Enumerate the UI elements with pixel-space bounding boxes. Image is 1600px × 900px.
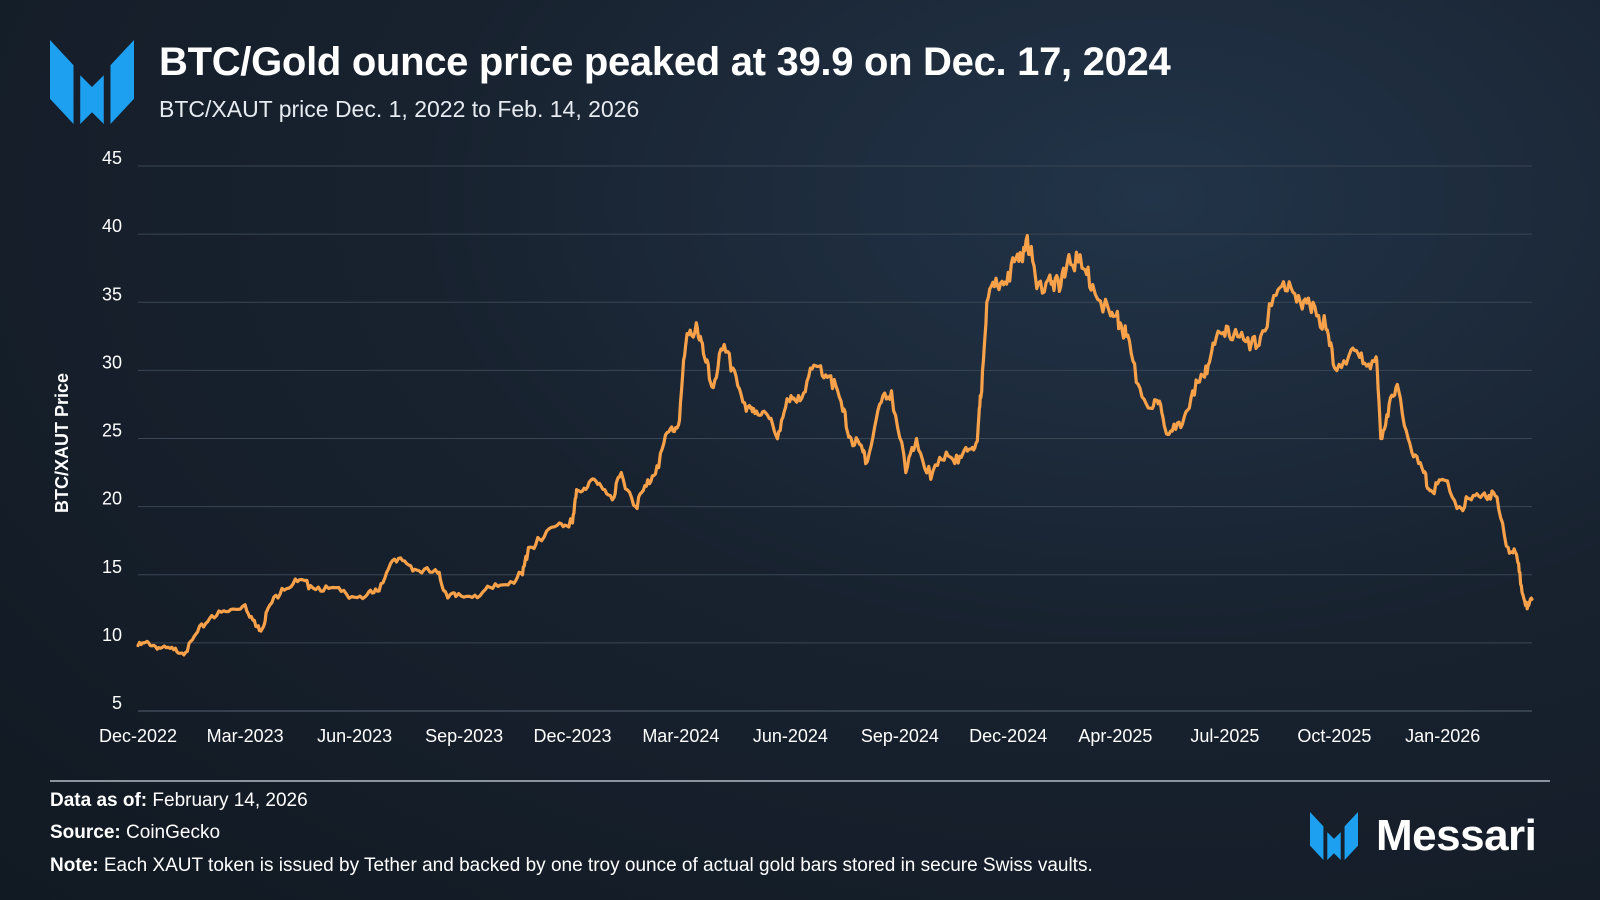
- y-tick-label-25: 25: [102, 421, 122, 441]
- x-tick-label-dec-2022: Dec-2022: [99, 726, 177, 746]
- data-as-of: Data as of: February 14, 2026: [50, 790, 308, 812]
- line-chart: 5 10 15 20 25 30 35 40 45 Dec-2022 Mar-2023 Jun-20…: [52, 148, 1534, 746]
- series-line-btc-xaut: [136, 233, 1534, 657]
- x-tick-label-dec-2023: Dec-2023: [533, 726, 611, 746]
- x-tick-label-jun-2024: Jun-2024: [753, 726, 828, 746]
- y-tick-label-35: 35: [102, 284, 122, 304]
- x-tick-label-apr-2025: Apr-2025: [1078, 726, 1152, 746]
- x-tick-label-oct-2025: Oct-2025: [1297, 726, 1371, 746]
- source-value: CoinGecko: [126, 822, 221, 843]
- x-tick-label-dec-2024: Dec-2024: [969, 726, 1047, 746]
- messari-brand: Messari: [1310, 811, 1537, 860]
- x-tick-label-sep-2023: Sep-2023: [425, 726, 503, 746]
- note: Note: Each XAUT token is issued by Tethe…: [50, 855, 1093, 877]
- y-tick-label-40: 40: [102, 216, 122, 236]
- y-axis-ticks: 5 10 15 20 25 30 35 40 45: [102, 148, 122, 713]
- grid-lines: [138, 165, 1532, 712]
- x-tick-label-jun-2023: Jun-2023: [317, 726, 392, 746]
- messari-brand-icon: [1310, 812, 1358, 860]
- y-tick-label-30: 30: [102, 352, 122, 372]
- y-tick-label-45: 45: [102, 148, 122, 168]
- footer-divider: [50, 780, 1550, 782]
- chart-subtitle: BTC/XAUT price Dec. 1, 2022 to Feb. 14, …: [159, 96, 640, 122]
- y-tick-label-15: 15: [102, 557, 122, 577]
- note-label: Note:: [50, 855, 99, 876]
- y-tick-label-10: 10: [102, 625, 122, 645]
- brand-name: Messari: [1376, 811, 1537, 860]
- x-axis-ticks: Dec-2022 Mar-2023 Jun-2023 Sep-2023 Dec-2023…: [99, 726, 1480, 746]
- y-tick-label-20: 20: [102, 489, 122, 509]
- x-tick-label-mar-2023: Mar-2023: [207, 726, 284, 746]
- source-label: Source:: [50, 822, 121, 843]
- chart-title: BTC/Gold ounce price peaked at 39.9 on D…: [159, 40, 1171, 84]
- x-tick-label-sep-2024: Sep-2024: [861, 726, 939, 746]
- note-value: Each XAUT token is issued by Tether and …: [103, 855, 1093, 876]
- source: Source: CoinGecko: [50, 822, 220, 844]
- x-tick-label-jan-2026: Jan-2026: [1405, 726, 1480, 746]
- data-as-of-label: Data as of:: [50, 790, 148, 811]
- messari-logo-icon: [50, 40, 134, 124]
- y-tick-label-5: 5: [112, 693, 122, 713]
- data-as-of-value: February 14, 2026: [152, 790, 308, 811]
- y-axis-label: BTC/XAUT Price: [52, 373, 72, 513]
- x-tick-label-mar-2024: Mar-2024: [642, 726, 719, 746]
- x-tick-label-jul-2025: Jul-2025: [1190, 726, 1259, 746]
